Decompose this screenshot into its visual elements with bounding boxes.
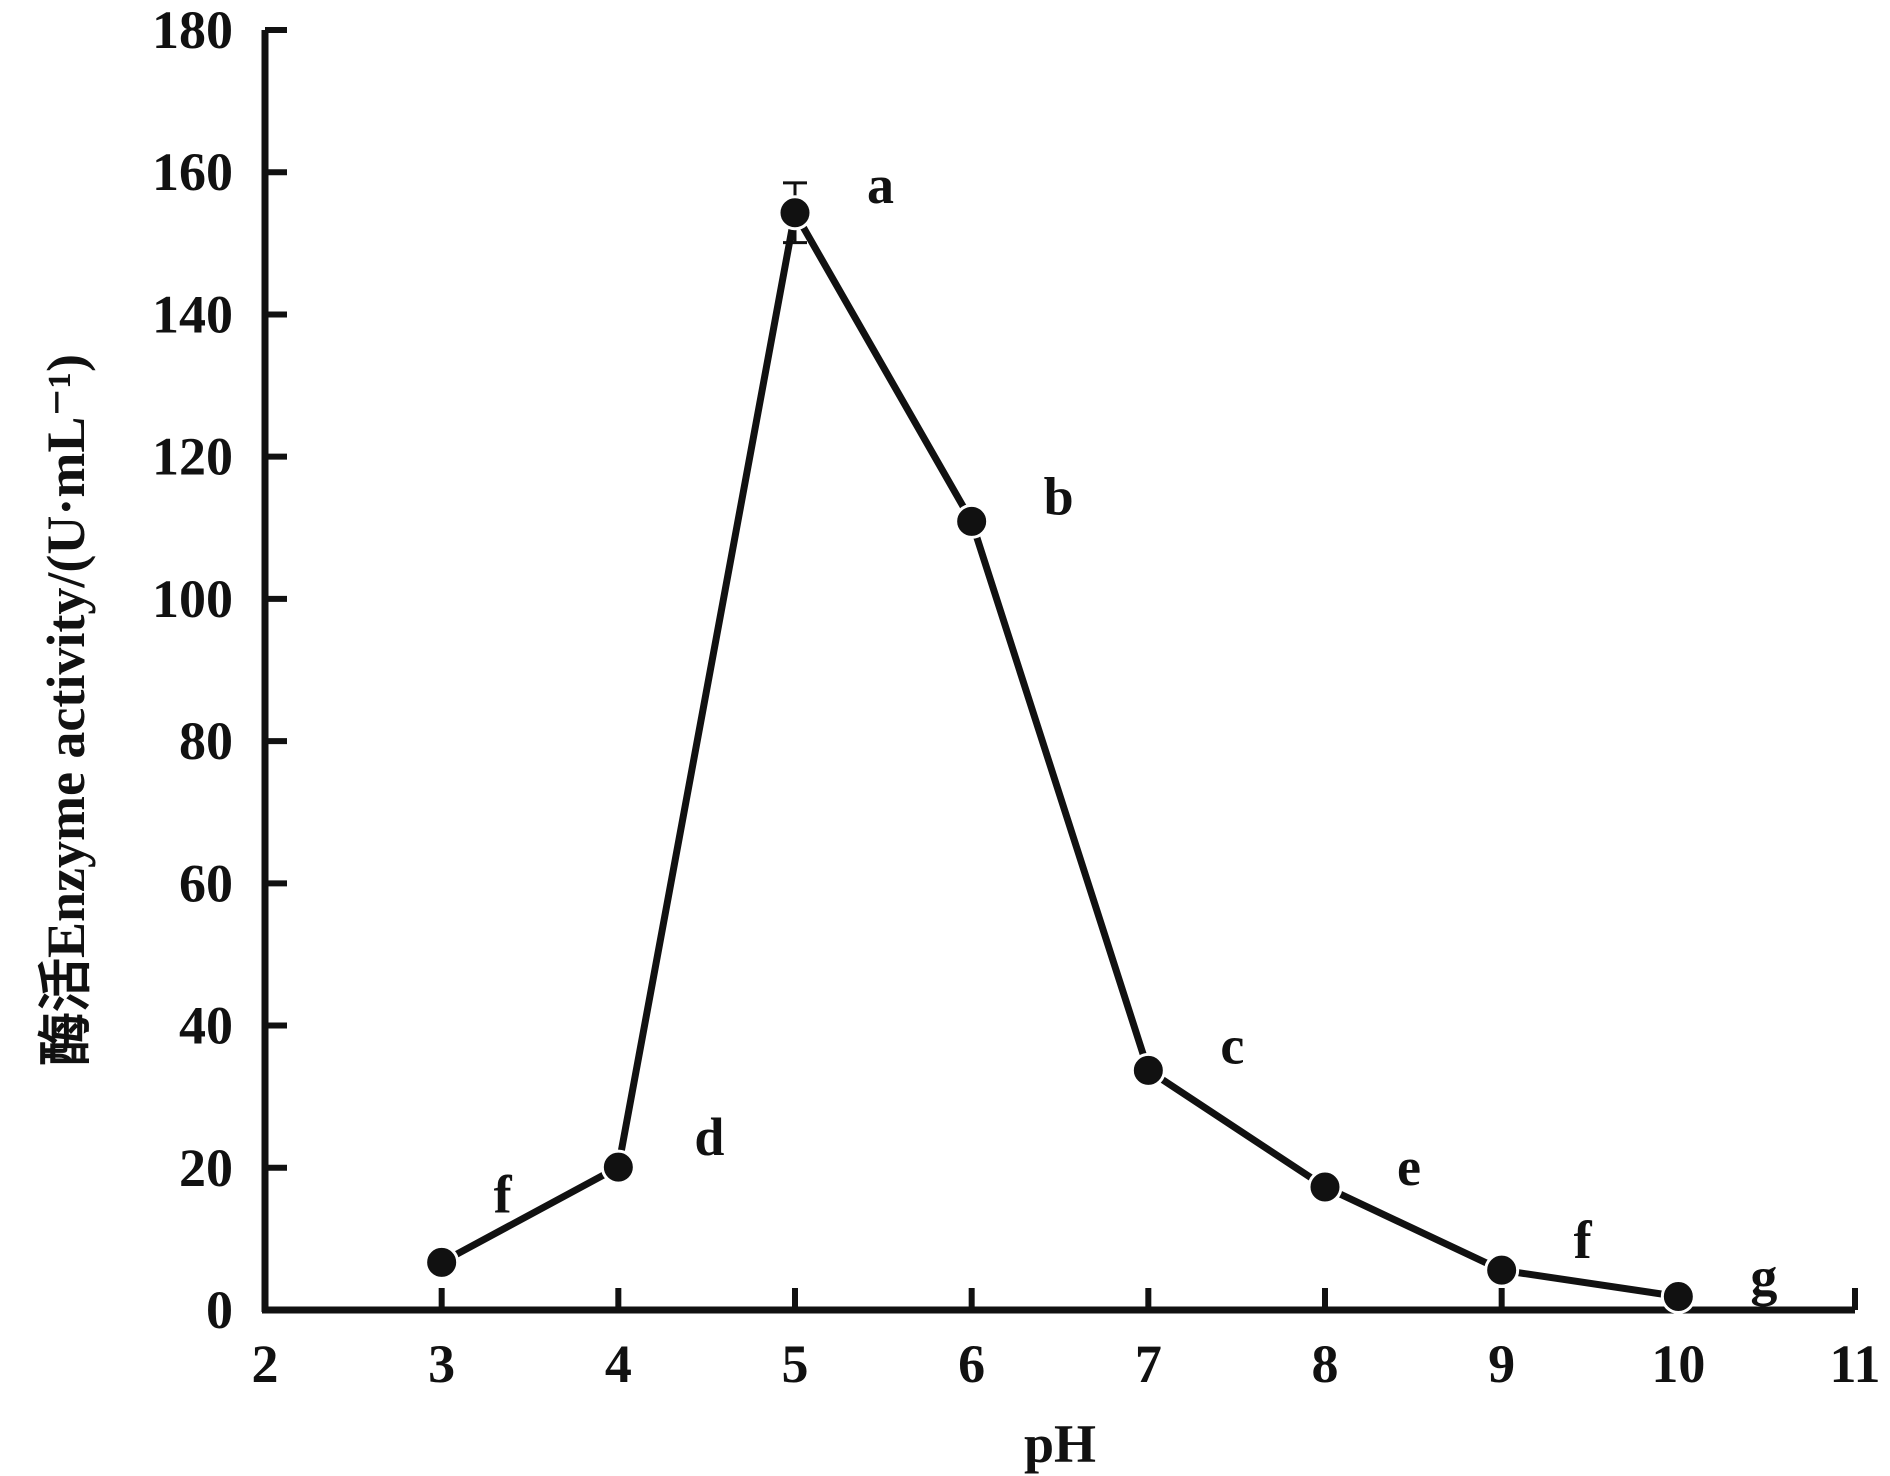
x-tick-label: 2 — [252, 1334, 279, 1394]
point-label: f — [1574, 1210, 1593, 1270]
y-tick-label: 80 — [179, 711, 233, 771]
series-layer — [424, 181, 1696, 1314]
y-tick-label: 100 — [152, 569, 233, 629]
data-point — [600, 1149, 636, 1185]
y-tick-label: 140 — [152, 284, 233, 344]
point-label: e — [1397, 1137, 1421, 1197]
point-label: c — [1220, 1015, 1244, 1075]
point-label: g — [1750, 1246, 1777, 1306]
data-point — [777, 195, 813, 231]
y-axis-label: 酶活Enzyme activity/(U·mL⁻¹) — [36, 354, 96, 1066]
x-tick-label: 5 — [782, 1334, 809, 1394]
x-axis-label: pH — [1024, 1414, 1096, 1474]
data-point — [1307, 1169, 1343, 1205]
y-tick-label: 40 — [179, 996, 233, 1056]
y-tick-label: 20 — [179, 1138, 233, 1198]
point-label: a — [867, 155, 894, 215]
data-point — [954, 503, 990, 539]
point-label: f — [494, 1164, 513, 1224]
x-tick-label: 10 — [1651, 1334, 1705, 1394]
point-label: b — [1044, 466, 1074, 526]
labels-layer: f d a b c e f g — [494, 155, 1778, 1307]
y-tick-label: 160 — [152, 142, 233, 202]
data-point — [1484, 1252, 1520, 1288]
series-line — [440, 209, 1679, 1300]
axes: 0 20 40 60 80 100 120 140 160 180 2 3 4 5 6 7 8 9 10 11 — [152, 0, 1881, 1394]
y-tick-label: 120 — [152, 427, 233, 487]
data-point — [1130, 1052, 1166, 1088]
data-point — [1660, 1278, 1696, 1314]
x-tick-label: 7 — [1135, 1334, 1162, 1394]
y-tick-label: 180 — [152, 0, 233, 60]
data-point — [424, 1244, 460, 1280]
x-tick-label: 8 — [1312, 1334, 1339, 1394]
point-label: d — [694, 1107, 724, 1167]
x-tick-label: 4 — [605, 1334, 632, 1394]
x-tick-label: 11 — [1829, 1334, 1880, 1394]
y-tick-label: 60 — [179, 853, 233, 913]
x-tick-label: 3 — [428, 1334, 455, 1394]
x-tick-label: 9 — [1488, 1334, 1515, 1394]
x-tick-label: 6 — [958, 1334, 985, 1394]
y-tick-label: 0 — [206, 1280, 233, 1340]
